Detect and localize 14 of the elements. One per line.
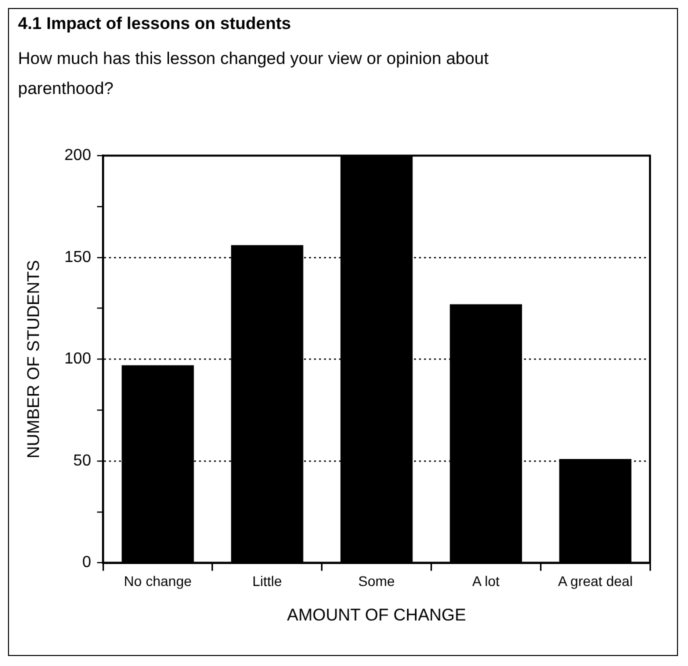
x-tick-label: Some bbox=[358, 573, 396, 590]
x-axis-title: AMOUNT OF CHANGE bbox=[286, 605, 466, 624]
y-tick-label: 0 bbox=[82, 554, 92, 572]
y-axis-title: NUMBER OF STUDENTS bbox=[24, 260, 43, 458]
x-tick-label: A great deal bbox=[558, 573, 633, 590]
y-tick-label: 200 bbox=[64, 147, 92, 164]
x-tick-label: A lot bbox=[472, 573, 500, 590]
chart-subtitle: How much has this lesson changed your view or opinion about parenthood? bbox=[18, 48, 490, 100]
y-tick-label: 50 bbox=[73, 452, 92, 470]
x-tick-label: No change bbox=[124, 573, 192, 590]
y-tick-label: 100 bbox=[64, 350, 92, 368]
x-tick-label: Little bbox=[252, 573, 282, 590]
y-tick-label: 150 bbox=[64, 248, 92, 266]
chart-title: 4.1 Impact of lessons on students bbox=[18, 14, 292, 34]
